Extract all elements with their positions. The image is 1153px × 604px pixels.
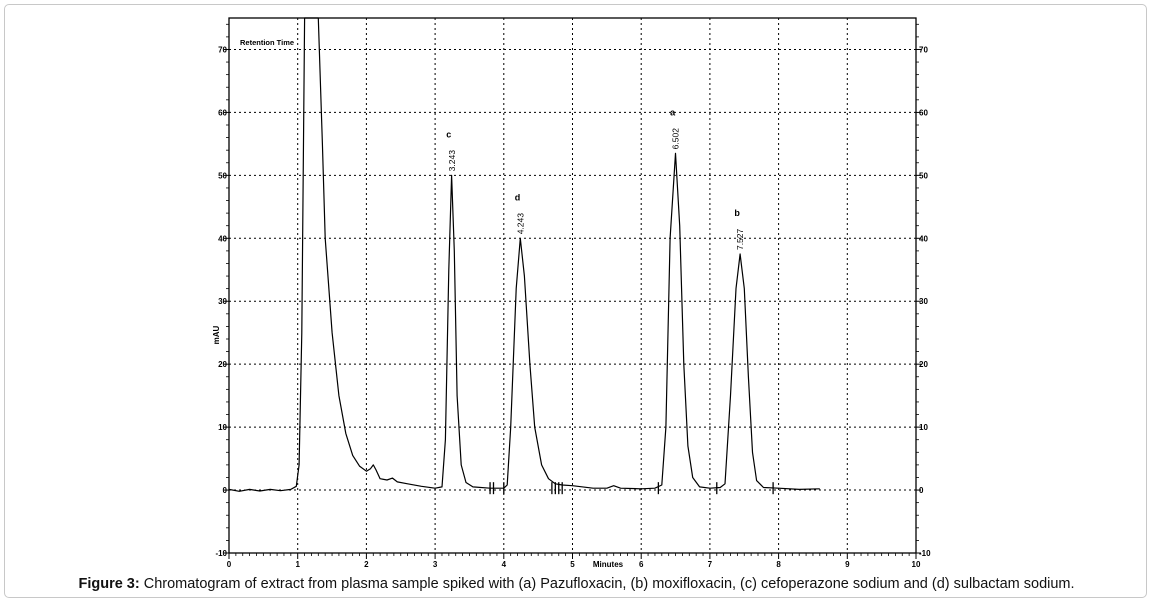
y-tick-label-right: 60	[919, 108, 928, 117]
y-tick-label-right: -10	[919, 549, 931, 558]
y-tick-label-left: 20	[218, 360, 227, 369]
caption-text: Chromatogram of extract from plasma samp…	[143, 576, 1075, 592]
grid	[229, 18, 916, 553]
caption-label: Figure 3:	[78, 576, 140, 592]
y-tick-label-left: 30	[218, 297, 227, 306]
figure-caption: Figure 3: Chromatogram of extract from p…	[0, 576, 1153, 592]
peak-letter-label: a	[670, 107, 676, 117]
x-tick-label: 5	[570, 560, 575, 569]
x-tick-label: 1	[295, 560, 300, 569]
legend-retention-time: Retention Time	[240, 38, 294, 47]
y-tick-label-right: 40	[919, 234, 928, 243]
y-axis-label: mAU	[212, 325, 221, 344]
x-tick-label: 10	[912, 560, 921, 569]
peak-labels: 6.502 a 7.527 b 3.243 c 4.243 d	[446, 107, 745, 250]
y-tick-label-right: 10	[919, 423, 928, 432]
x-tick-label: 8	[776, 560, 781, 569]
x-tick-label: 0	[227, 560, 232, 569]
trace	[228, 17, 820, 492]
peak-letter-label: d	[515, 192, 521, 202]
peak-retention-label: 7.527	[735, 228, 745, 250]
peak-retention-label: 3.243	[447, 150, 457, 172]
figure-frame	[4, 4, 1147, 598]
peak-retention-label: 4.243	[515, 213, 525, 235]
peak-retention-label: 6.502	[671, 128, 681, 150]
y-tick-label-left: 0	[223, 486, 228, 495]
x-tick-label: 6	[639, 560, 644, 569]
x-tick-label: 4	[502, 560, 507, 569]
y-tick-label-right: 0	[919, 486, 924, 495]
x-tick-label: 9	[845, 560, 850, 569]
y-tick-label-left: 70	[218, 45, 227, 54]
y-tick-label-right: 70	[919, 45, 928, 54]
y-tick-label-left: 50	[218, 171, 227, 180]
integration-marks	[489, 482, 774, 495]
y-tick-label-right: 20	[919, 360, 928, 369]
y-tick-label-right: 30	[919, 297, 928, 306]
x-tick-label: 2	[364, 560, 369, 569]
y-tick-label-left: 40	[218, 234, 227, 243]
y-tick-label-left: 10	[218, 423, 227, 432]
y-tick-label-left: -10	[215, 549, 227, 558]
axis-ticks	[224, 23, 921, 559]
chromatogram-trace	[228, 17, 820, 492]
peak-letter-label: c	[446, 129, 451, 139]
y-tick-label-right: 50	[919, 171, 928, 180]
x-tick-label: 7	[708, 560, 713, 569]
y-tick-label-left: 60	[218, 108, 227, 117]
x-tick-label: 3	[433, 560, 438, 569]
peak-letter-label: b	[734, 208, 740, 218]
x-axis-label: Minutes	[593, 560, 624, 569]
